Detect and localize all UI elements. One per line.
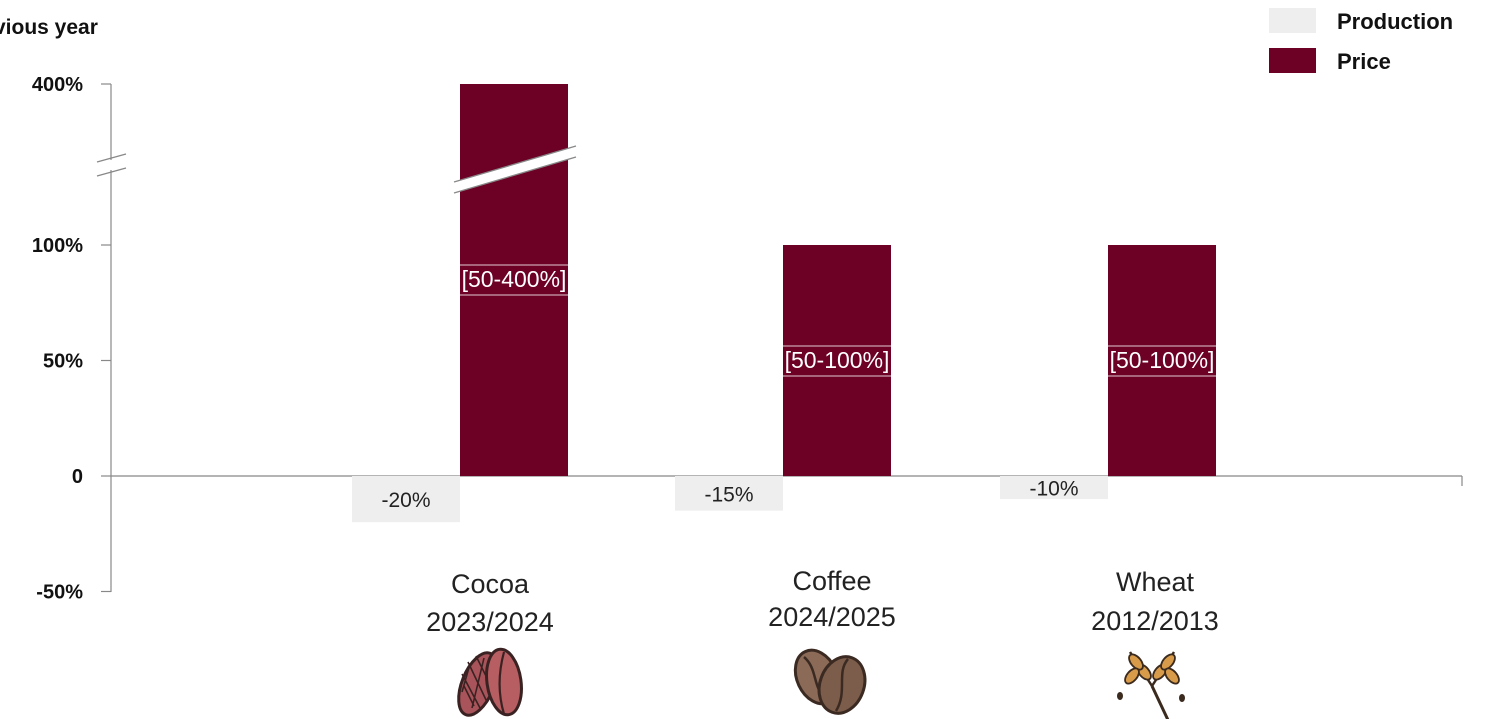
price-value-label: [50-400%]: [462, 266, 567, 292]
legend-label-production: Production: [1337, 9, 1453, 34]
y-tick-label: 100%: [32, 235, 83, 257]
bar-break-gap: [454, 146, 576, 193]
category-period: 2023/2024: [426, 607, 554, 637]
price-bar: [1108, 245, 1216, 476]
bar-labels: -20% [50-400%] -15% [50-100%] -10% [50-100%]: [381, 264, 1220, 512]
price-bar: [783, 245, 891, 476]
price-value-label: [50-100%]: [785, 347, 890, 373]
y-ticks: 400% 100% 50% 0 -50%: [32, 74, 111, 604]
y-axis-break-mark-1: [96, 153, 127, 163]
category-name: Coffee: [792, 566, 871, 596]
category-period: 2012/2013: [1091, 606, 1219, 636]
price-label-frame: [1104, 345, 1220, 377]
production-bar: [352, 476, 460, 523]
y-axis-break-mark-2: [96, 167, 127, 177]
legend-swatch-production: [1269, 8, 1316, 33]
y-tick-label: 50%: [43, 351, 83, 373]
category-labels: Cocoa 2023/2024 Coffee 2024/2025 Wheat 2012/2…: [426, 566, 1219, 637]
production-bar: [675, 476, 783, 511]
price-bar: [460, 84, 568, 476]
category-name: Wheat: [1116, 567, 1195, 597]
price-value-label: [50-100%]: [1110, 347, 1215, 373]
y-axis-title: vious year: [0, 16, 98, 39]
coffee-beans-icon: [793, 648, 867, 715]
bars: [352, 84, 1216, 523]
cocoa-beans-icon: [457, 647, 523, 717]
production-value-label: -10%: [1029, 478, 1078, 501]
y-tick-label: 0: [72, 466, 83, 488]
legend-label-price: Price: [1337, 49, 1391, 74]
production-value-label: -20%: [381, 489, 430, 512]
production-bar: [1000, 476, 1108, 500]
y-tick-label: 400%: [32, 74, 83, 96]
legend: Production Price: [1269, 8, 1453, 74]
wheat-icon: [1117, 651, 1185, 719]
price-label-frame: [456, 264, 572, 296]
production-value-label: -15%: [704, 483, 753, 506]
legend-swatch-price: [1269, 48, 1316, 73]
category-period: 2024/2025: [768, 602, 896, 632]
y-tick-label: -50%: [36, 582, 83, 604]
bar-break-line: [453, 145, 577, 183]
price-label-frame: [779, 345, 895, 377]
category-name: Cocoa: [451, 569, 530, 599]
axes: [96, 84, 1463, 592]
bar-break-line: [453, 156, 577, 194]
